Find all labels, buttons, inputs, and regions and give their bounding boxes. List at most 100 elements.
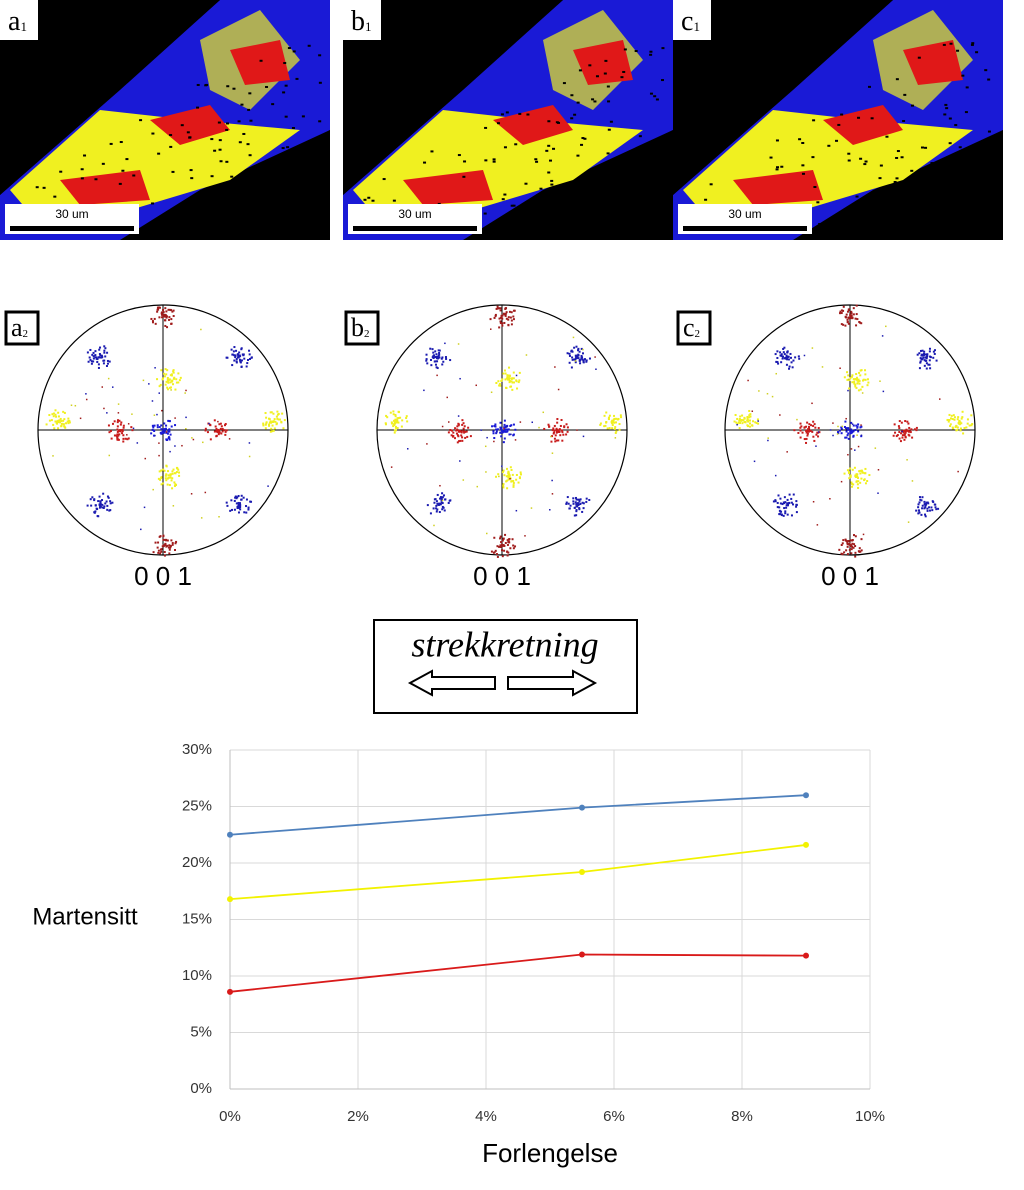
pole-dot [557, 429, 560, 432]
pole-dot [438, 356, 441, 359]
speckle [222, 187, 226, 190]
pole-dot [162, 431, 165, 434]
pole-dot [780, 361, 783, 364]
pole-dot [603, 425, 606, 428]
pole-dot [957, 470, 959, 473]
speckle [812, 119, 816, 122]
pole-dot [467, 426, 470, 429]
pole-dot [100, 354, 103, 357]
pole-dot [860, 435, 863, 438]
pole-dot [111, 386, 114, 388]
pole-dot [856, 434, 858, 436]
pole-dot [489, 318, 492, 321]
pole-dot [806, 434, 809, 437]
pole-dot [425, 353, 428, 356]
speckle [550, 179, 554, 182]
pole-dot [606, 427, 609, 430]
pole-dot [265, 422, 268, 425]
pole-dot [877, 469, 880, 471]
pole-dot [506, 425, 508, 428]
pole-dot [868, 474, 871, 477]
speckle [512, 204, 516, 207]
pole-dot [175, 381, 178, 384]
pole-dot [799, 429, 802, 432]
pole-dot [580, 347, 583, 350]
pole-dot [898, 427, 901, 430]
pole-dot [152, 426, 155, 429]
pole-caption: 0 0 1 [473, 561, 531, 591]
pole-dot [505, 311, 508, 314]
pole-dot [733, 420, 736, 423]
pole-dot [542, 411, 545, 414]
pole-dot [109, 502, 112, 505]
speckle [576, 154, 580, 157]
pole-dot [749, 413, 752, 416]
speckle [284, 115, 288, 118]
pole-dot [426, 504, 429, 507]
speckle [769, 156, 773, 159]
pole-dot [575, 345, 578, 348]
pole-dot [167, 381, 170, 384]
pole-dot [506, 539, 509, 542]
pole-dot [790, 514, 793, 517]
pole-dot [221, 430, 224, 433]
pole-dot [163, 551, 166, 554]
pole-dot [620, 416, 623, 419]
pole-dot [148, 383, 150, 385]
pole-dot [168, 430, 171, 433]
pole-dot [785, 356, 788, 359]
pole-dot [882, 390, 885, 393]
pole-dot [92, 357, 95, 360]
pole-dot [514, 545, 517, 548]
pole-dot [751, 424, 754, 427]
pole-dot [110, 437, 113, 440]
panel-letter: b [351, 313, 364, 342]
pole-dot [920, 354, 923, 357]
pole-dot [62, 419, 65, 422]
speckle [910, 104, 914, 107]
pole-dot [507, 323, 510, 326]
pole-dot [67, 417, 70, 420]
pole-dot [846, 553, 849, 556]
speckle [80, 177, 84, 180]
pole-dot [230, 348, 233, 351]
speckle [169, 134, 173, 137]
pole-dot [121, 430, 124, 433]
pole-dot [90, 362, 93, 365]
pole-dot [845, 436, 848, 439]
pole-dot [399, 416, 402, 419]
pole-dot [169, 545, 172, 548]
pole-dot [164, 544, 167, 547]
pole-dot [555, 439, 558, 442]
pole-dot [909, 431, 912, 434]
pole-dot [396, 417, 399, 420]
pole-dot [140, 528, 142, 531]
pole-dot [50, 419, 53, 422]
pole-dot [581, 501, 584, 504]
pole-dot [612, 418, 615, 421]
pole-dot [952, 414, 955, 417]
pole-dot [177, 372, 180, 375]
pole-dot [237, 494, 240, 497]
pole-dot [554, 440, 557, 443]
pole-dot [506, 374, 509, 377]
pole-dot [462, 427, 465, 430]
speckle [573, 113, 577, 116]
pole-dot [568, 361, 571, 364]
pole-dot [885, 325, 887, 328]
pole-dot [789, 352, 792, 355]
pole-dot [175, 540, 178, 543]
pole-dot [170, 425, 173, 428]
pole-dot [902, 429, 905, 432]
speckle [870, 117, 874, 120]
pole-dot [169, 433, 172, 436]
pole-dot [52, 455, 54, 457]
pole-dot [120, 421, 123, 424]
pole-dot [918, 511, 921, 514]
pole-dot [460, 430, 463, 433]
pole-dot [917, 503, 920, 506]
pole-dot [400, 425, 403, 428]
pole-dot [86, 351, 89, 354]
pole-dot [67, 419, 70, 422]
